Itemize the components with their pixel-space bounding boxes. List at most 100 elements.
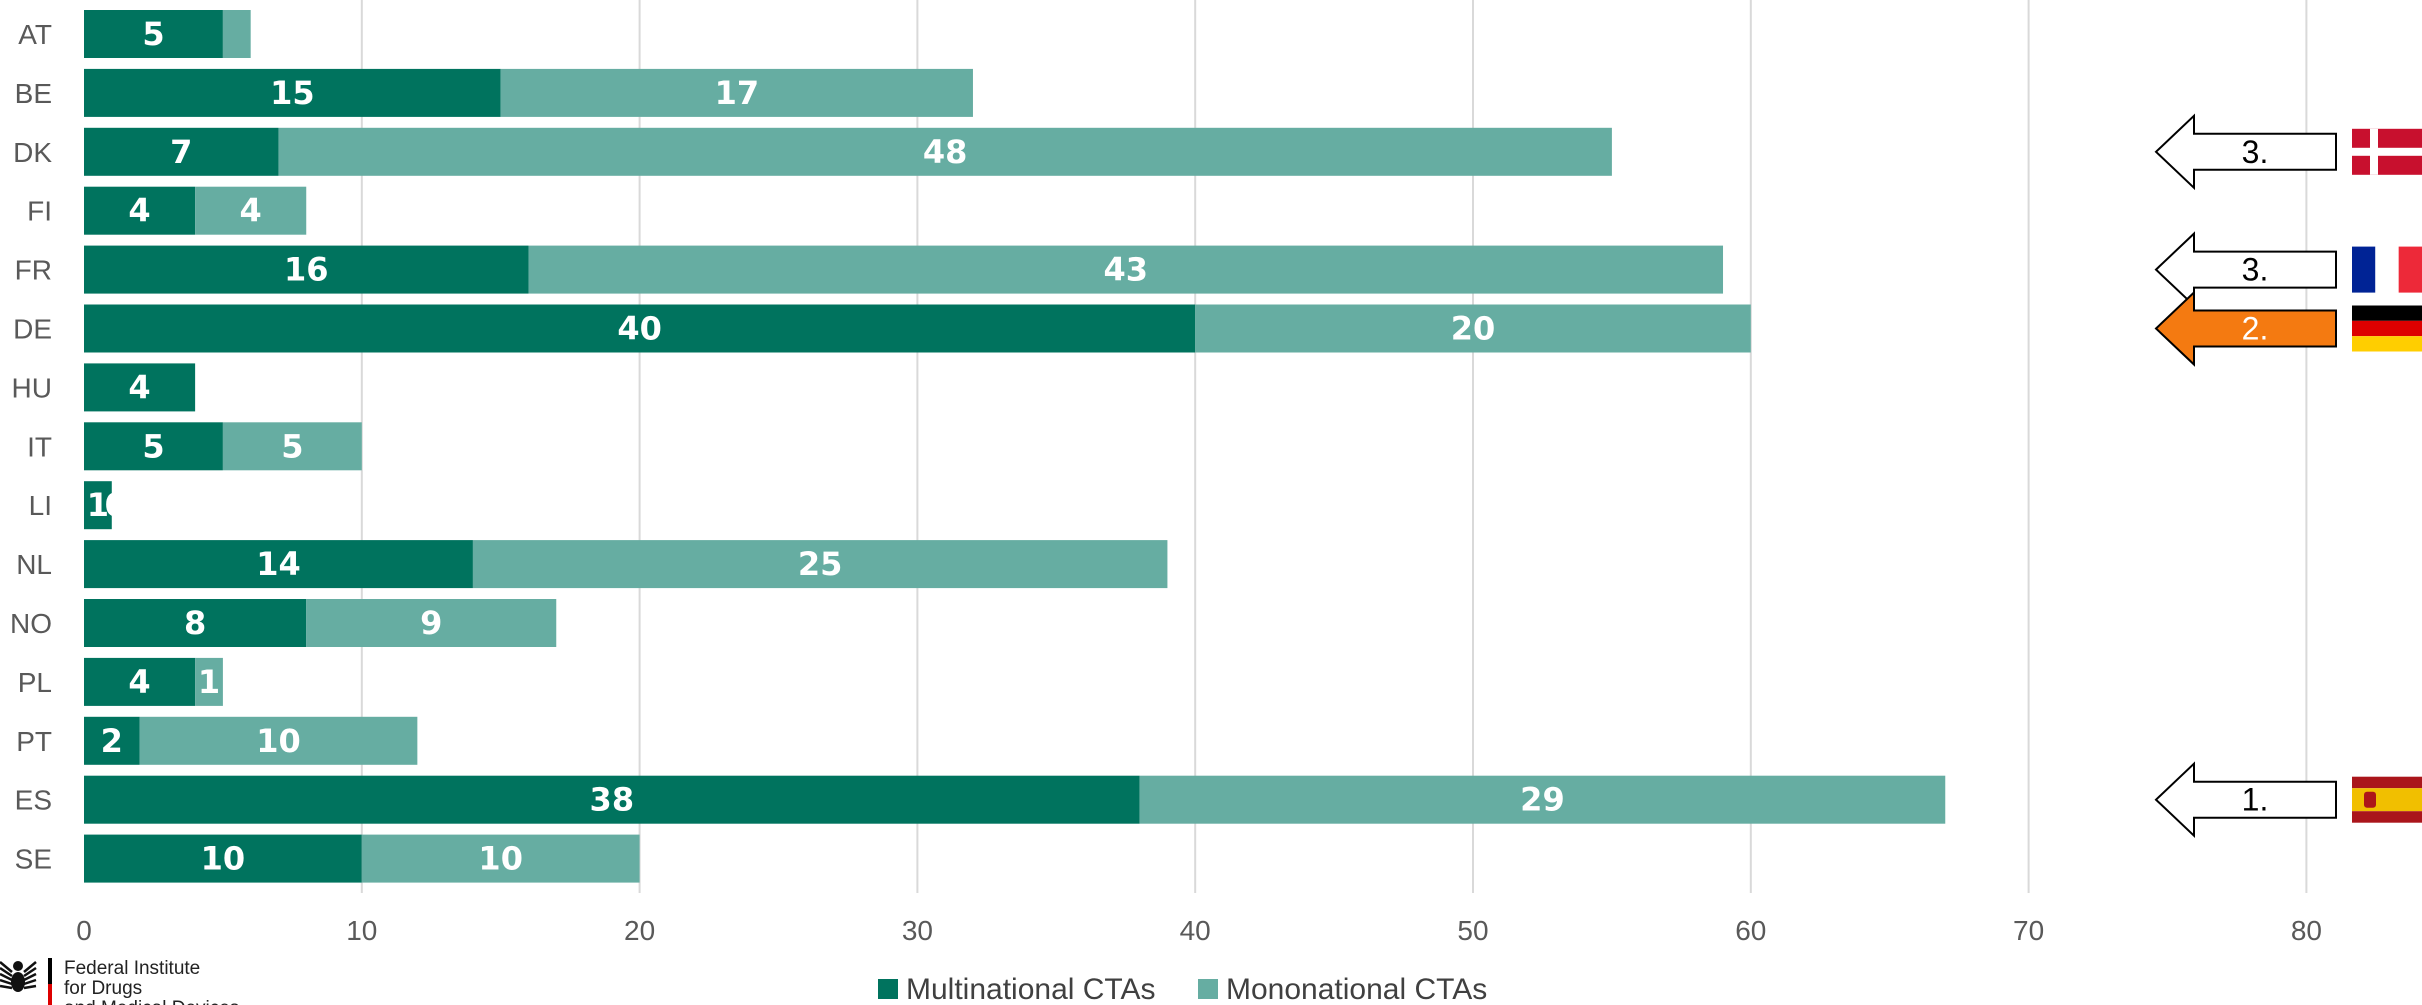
bar-NL-multinational (84, 540, 473, 589)
bar-PT-multinational (84, 716, 140, 765)
ranking-label-FR: 3. (2242, 252, 2269, 288)
eagle-wing-right (23, 978, 37, 986)
bar-NO-mononational (306, 599, 557, 647)
data-label-ES-multinational: 38 (590, 781, 635, 819)
data-label-NL-mononational: 25 (798, 545, 843, 583)
flag-red-bottom (2352, 811, 2422, 823)
spain-flag-icon (2352, 776, 2422, 823)
category-label-PL: PL (18, 667, 52, 698)
bar-IT-mononational (222, 422, 362, 471)
x-tick-label-50: 50 (1457, 915, 1488, 946)
data-label-PT-multinational: 2 (101, 722, 123, 760)
category-label-DK: DK (13, 137, 52, 168)
eagle-wing-left (0, 966, 13, 978)
eagle-wing-left (0, 978, 13, 986)
bar-SE-multinational (84, 834, 362, 883)
data-label-BE-mononational: 17 (715, 74, 760, 112)
flag-red-top (2352, 776, 2422, 789)
x-tick-label-10: 10 (346, 915, 377, 946)
data-label-NO-mononational: 9 (420, 604, 442, 642)
legend-swatch-1 (1198, 979, 1218, 999)
bar-FR-mononational (528, 245, 1724, 294)
category-label-NO: NO (10, 608, 52, 639)
data-label-DK-multinational: 7 (170, 133, 192, 171)
ranking-label-ES: 1. (2242, 782, 2269, 818)
germany-flag-icon (2352, 305, 2422, 352)
eagle-wing-right (23, 972, 37, 982)
ranking-arrow-DK (2154, 113, 2337, 191)
bar-DK-multinational (84, 127, 279, 176)
category-label-FR: FR (15, 255, 52, 286)
flag-emblem (2364, 791, 2376, 808)
bar-ES-multinational (84, 775, 1140, 824)
legend: Multinational CTAs Mononational CTAs (878, 973, 1487, 1005)
data-label-FI-mononational: 4 (240, 192, 262, 230)
data-label-NO-multinational: 8 (184, 604, 206, 642)
flag-yellow (2352, 788, 2422, 812)
flag-red (2398, 246, 2422, 293)
category-label-LI: LI (29, 490, 52, 521)
data-label-DE-mononational: 20 (1451, 310, 1496, 348)
data-label-NL-multinational: 14 (256, 545, 301, 583)
bar-PL-multinational (84, 657, 196, 706)
bar-ES-mononational (1139, 775, 1946, 824)
category-label-AT: AT (18, 19, 52, 50)
data-label-DK-mononational: 48 (923, 133, 968, 171)
data-label-IT-mononational: 5 (281, 427, 303, 465)
eagle-wing-right (23, 966, 37, 978)
logo-text-line-0: Federal Institute (64, 958, 200, 979)
data-label-PL-multinational: 4 (128, 663, 150, 701)
category-label-DE: DE (13, 314, 52, 345)
bar-DK-mononational (278, 127, 1612, 176)
eagle-wing-left (0, 984, 13, 990)
data-label-HU-multinational: 4 (128, 368, 150, 406)
category-label-FI: FI (27, 196, 52, 227)
bar-BE-multinational (84, 68, 501, 117)
logo-bar-red (48, 984, 52, 1005)
x-axis-tick-labels: 0 10 20 30 40 50 60 70 80 (76, 915, 2322, 946)
bar-HU-multinational (84, 363, 196, 412)
eagle-wing-right (23, 984, 37, 990)
eagle-head (13, 961, 23, 971)
category-label-SE: SE (15, 844, 52, 875)
bar-IT-multinational (84, 422, 223, 471)
bar-NO-multinational (84, 599, 307, 647)
x-tick-label-0: 0 (76, 915, 92, 946)
logo-text-line-2: and Medical Devices (64, 998, 239, 1005)
logo-bar-black (48, 958, 52, 984)
data-label-LI-mononational: 0 (105, 486, 127, 524)
category-label-NL: NL (16, 549, 52, 580)
bar-FI-mononational (195, 186, 307, 235)
data-label-LI-multinational: 1 (87, 486, 109, 524)
x-tick-label-70: 70 (2013, 915, 2044, 946)
x-tick-label-30: 30 (902, 915, 933, 946)
bar-DE-mononational (1195, 304, 1751, 353)
data-label-FR-mononational: 43 (1103, 251, 1148, 289)
flag-red (2352, 320, 2422, 337)
ranking-label-DK: 3. (2242, 134, 2269, 170)
bar-AT-multinational (84, 10, 223, 58)
bar-SE-mononational (361, 834, 640, 883)
eagle-body (11, 972, 25, 992)
data-label-AT-multinational: 5 (142, 15, 164, 53)
x-tick-label-40: 40 (1180, 915, 1211, 946)
bar-NL-mononational (472, 540, 1168, 589)
bar-BE-mononational (500, 68, 973, 117)
data-label-BE-multinational: 15 (270, 74, 315, 112)
ranking-arrow-DE (2154, 290, 2337, 367)
bar-FR-multinational (84, 245, 529, 294)
france-flag-icon (2352, 246, 2422, 293)
ranking-label-DE: 2. (2242, 311, 2269, 347)
category-label-PT: PT (16, 726, 52, 757)
data-label-PT-mononational: 10 (256, 722, 301, 760)
data-label-FR-multinational: 16 (284, 251, 329, 289)
eagle-wing-left (0, 972, 13, 982)
ranking-arrow-ES (2154, 761, 2337, 839)
bar-AT-mononational (222, 10, 251, 58)
legend-swatch-0 (878, 979, 898, 999)
flag-black (2352, 305, 2422, 321)
data-label-IT-multinational: 5 (142, 427, 164, 465)
